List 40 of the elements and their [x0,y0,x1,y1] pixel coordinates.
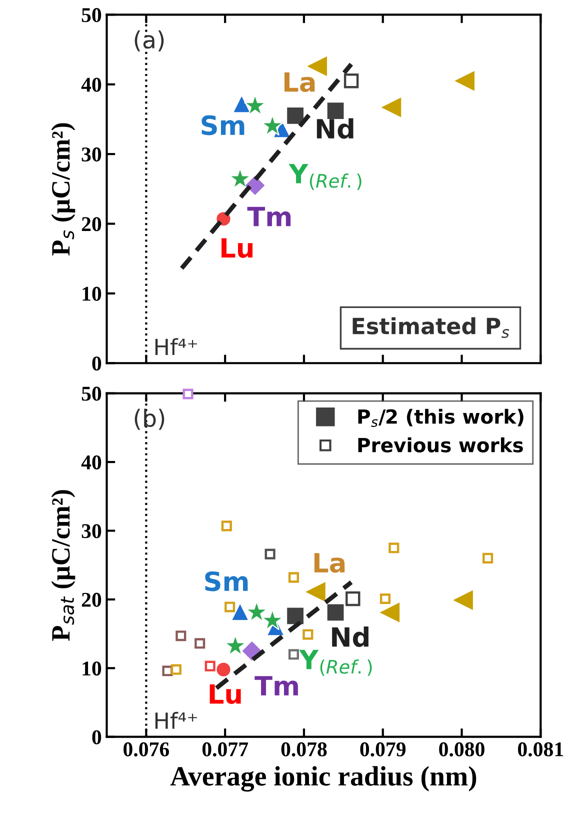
y-tick-label: 20 [82,217,102,232]
annotation: Lu [210,684,241,704]
annotation: Estimated P$_{s}$ [352,317,510,338]
x-axis-title: Average ionic radius (nm) [170,766,476,792]
y-tick-label: 50 [82,8,102,22]
annotation: La [314,553,345,573]
y-axis-title: P$_{s}$ (μC/cm²) [51,123,76,256]
annotation: Nd [316,118,354,139]
annotation: Y$_{(Ref.)}$ [288,164,362,190]
legend-label: P$_{s}$/2 (this work) [358,408,524,428]
annotation: Nd [332,626,368,647]
ref-line-label: Hf⁴⁺ [155,338,197,356]
annotation: La [284,72,315,92]
y-tick-label: 20 [82,592,102,607]
y-tick-label: 0 [92,356,102,371]
y-tick-label: 30 [82,524,102,538]
y-tick-label: 30 [82,147,102,162]
annotation: (a) [134,30,164,52]
y-axis-title: P$_{sat}$ (μC/cm²) [51,490,76,641]
annotation: Tm [247,206,291,226]
annotation: Sm [202,115,244,136]
x-tick-label: 0.077 [202,742,248,756]
annotation: Sm [205,571,248,592]
y-tick-label: 10 [82,286,102,301]
y-tick-label: 40 [81,455,102,470]
y-tick-label: 10 [82,662,102,676]
ref-line-label: Hf⁴⁺ [155,712,197,729]
annotation: Lu [222,238,253,258]
y-tick-label: 50 [82,386,102,401]
x-tick-label: 0.078 [281,742,327,756]
legend-label: Previous works [358,437,523,452]
x-tick-label: 0.076 [124,742,170,756]
annotation: Y$_{(Ref.)}$ [299,650,372,676]
annotation: Tm [254,676,298,696]
x-tick-label: 0.080 [439,742,484,756]
x-tick-label: 0.081 [518,742,564,756]
annotation: (b) [134,408,164,430]
y-tick-label: 40 [81,78,102,92]
x-tick-label: 0.079 [360,742,406,756]
y-tick-label: 0 [92,730,102,744]
